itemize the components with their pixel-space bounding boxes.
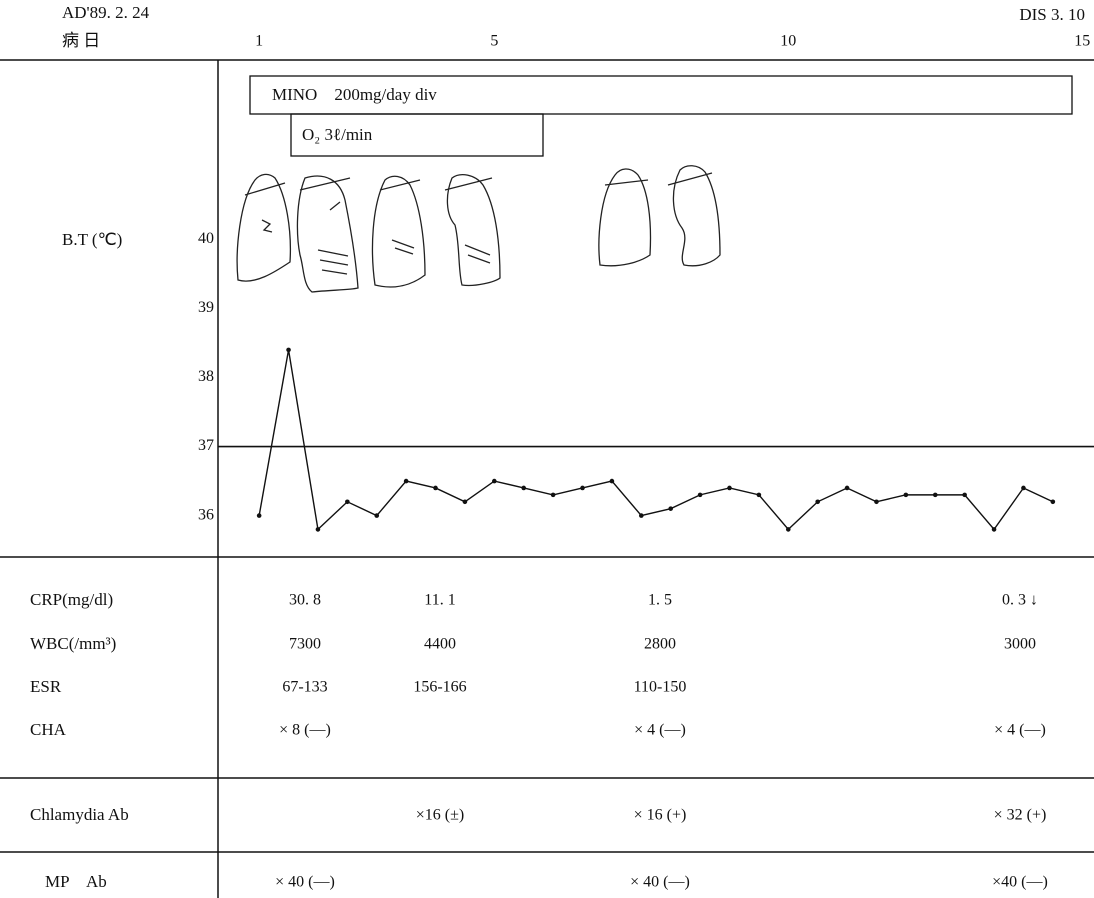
table-cell: 3000 xyxy=(1004,636,1036,653)
start-date: AD'89. 2. 24 xyxy=(62,3,150,22)
row-label: WBC(/mm³) xyxy=(30,634,116,653)
table-cell: × 40 (—) xyxy=(275,874,335,891)
table-cell: × 4 (—) xyxy=(634,722,686,739)
x-tick-label: 1 xyxy=(255,33,263,50)
y-tick-label: 39 xyxy=(198,299,214,316)
treatment-bar xyxy=(249,75,1073,115)
table-cell: × 32 (+) xyxy=(994,807,1047,824)
temperature-point xyxy=(550,492,556,498)
temperature-point xyxy=(609,478,615,484)
row-label: ESR xyxy=(30,677,62,696)
temperature-point xyxy=(256,513,262,518)
row-label: CRP(mg/dl) xyxy=(30,590,113,609)
table-cell: ×40 (—) xyxy=(992,874,1048,891)
temperature-point xyxy=(756,492,762,498)
table-cell: 67-133 xyxy=(282,679,327,696)
temperature-point xyxy=(903,492,909,498)
temperature-point xyxy=(1050,499,1056,505)
temperature-line xyxy=(258,349,1054,531)
treatment-bar xyxy=(290,113,544,157)
treatment-label: MINO 200mg/day div xyxy=(272,85,437,104)
temperature-point xyxy=(991,527,997,532)
temperature-point xyxy=(639,513,644,518)
row-label: Chlamydia Ab xyxy=(30,805,129,824)
table-cell: 0. 3 ↓ xyxy=(1002,592,1038,609)
row-label: CHA xyxy=(30,720,67,739)
temperature-point xyxy=(345,499,350,505)
temperature-point xyxy=(492,478,497,484)
temperature-point xyxy=(932,492,938,498)
temperature-point xyxy=(874,499,879,505)
temperature-point xyxy=(815,499,820,505)
x-tick-label: 5 xyxy=(490,33,498,50)
table-cell: 11. 1 xyxy=(424,592,455,609)
table-cell: 110-150 xyxy=(634,679,687,696)
temperature-point xyxy=(286,347,291,353)
y-axis-title: B.T (℃) xyxy=(62,230,122,249)
x-tick-label: 10 xyxy=(780,33,796,50)
table-cell: 1. 5 xyxy=(648,592,672,609)
temperature-point xyxy=(727,485,732,491)
table-cell: 7300 xyxy=(289,636,321,653)
table-cell: × 8 (—) xyxy=(279,722,331,739)
temperature-point xyxy=(521,485,527,491)
y-tick-label: 37 xyxy=(198,437,214,454)
table-cell: 4400 xyxy=(424,636,456,653)
table-cell: × 16 (+) xyxy=(634,807,687,824)
temperature-point xyxy=(403,478,409,484)
y-tick-label: 40 xyxy=(198,230,214,247)
table-cell: 30. 8 xyxy=(289,592,321,609)
end-date: DIS 3. 10 xyxy=(1019,5,1085,24)
y-tick-label: 36 xyxy=(198,506,214,523)
table-cell: 2800 xyxy=(644,636,676,653)
table-cell: 156-166 xyxy=(413,679,466,696)
x-axis-title: 病 日 xyxy=(62,31,100,50)
treatment-label: O₂ 3ℓ/min xyxy=(302,125,373,144)
temperature-point xyxy=(962,492,967,498)
table-cell: × 4 (—) xyxy=(994,722,1046,739)
temperature-point xyxy=(580,485,585,491)
table-cell: × 40 (—) xyxy=(630,874,690,891)
table-cell: ×16 (±) xyxy=(416,807,464,824)
temperature-point xyxy=(844,485,850,491)
temperature-point xyxy=(462,499,468,505)
temperature-point xyxy=(785,527,791,532)
temperature-point xyxy=(315,527,321,532)
x-tick-label: 15 xyxy=(1074,33,1090,50)
temperature-point xyxy=(433,485,438,491)
y-tick-label: 38 xyxy=(198,368,214,385)
temperature-point xyxy=(697,492,703,498)
row-label: MP Ab xyxy=(45,872,107,891)
temperature-point xyxy=(668,506,673,511)
temperature-point xyxy=(374,513,380,518)
lung-sketches xyxy=(236,165,721,293)
temperature-point xyxy=(1021,485,1026,491)
